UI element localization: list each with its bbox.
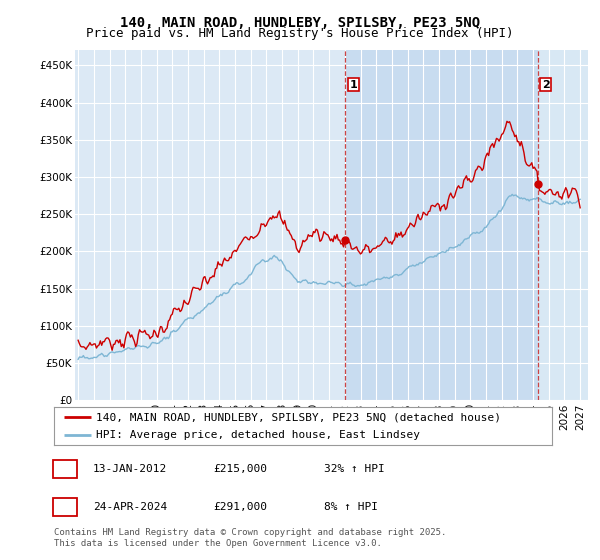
Text: 140, MAIN ROAD, HUNDLEBY, SPILSBY, PE23 5NQ: 140, MAIN ROAD, HUNDLEBY, SPILSBY, PE23 …	[120, 16, 480, 30]
Text: 8% ↑ HPI: 8% ↑ HPI	[324, 502, 378, 512]
Text: 2: 2	[542, 80, 550, 90]
Text: 140, MAIN ROAD, HUNDLEBY, SPILSBY, PE23 5NQ (detached house): 140, MAIN ROAD, HUNDLEBY, SPILSBY, PE23 …	[97, 412, 502, 422]
Text: 1: 1	[62, 464, 69, 474]
Text: HPI: Average price, detached house, East Lindsey: HPI: Average price, detached house, East…	[97, 430, 421, 440]
Text: 1: 1	[349, 80, 357, 90]
Text: 24-APR-2024: 24-APR-2024	[93, 502, 167, 512]
Text: £215,000: £215,000	[213, 464, 267, 474]
Text: £291,000: £291,000	[213, 502, 267, 512]
Text: Contains HM Land Registry data © Crown copyright and database right 2025.
This d: Contains HM Land Registry data © Crown c…	[54, 528, 446, 548]
Bar	[538, 50, 588, 400]
Text: 32% ↑ HPI: 32% ↑ HPI	[324, 464, 385, 474]
Bar	[346, 50, 538, 400]
Text: Price paid vs. HM Land Registry's House Price Index (HPI): Price paid vs. HM Land Registry's House …	[86, 27, 514, 40]
Text: 13-JAN-2012: 13-JAN-2012	[93, 464, 167, 474]
Text: 2: 2	[62, 502, 69, 512]
